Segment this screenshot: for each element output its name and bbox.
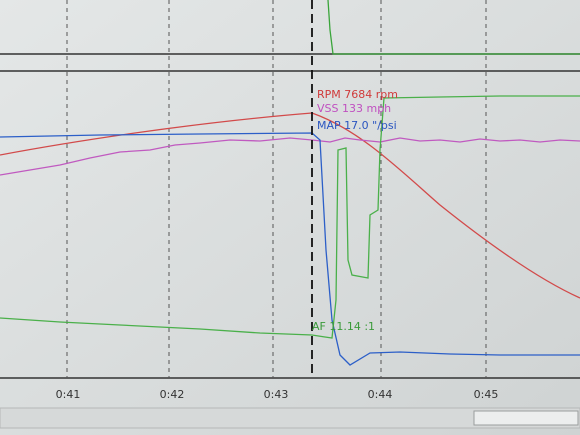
rpm-trace bbox=[0, 112, 580, 299]
time-tick-label: 0:42 bbox=[160, 388, 185, 401]
vss-trace bbox=[0, 137, 580, 176]
map-readout: MAP 17.0 "/psi bbox=[317, 119, 397, 132]
time-tick-label: 0:41 bbox=[56, 388, 81, 401]
time-tick-label: 0:44 bbox=[368, 388, 393, 401]
scroll-thumb[interactable] bbox=[473, 410, 579, 426]
time-tick-label: 0:45 bbox=[474, 388, 499, 401]
af-trace-top bbox=[327, 0, 580, 55]
vss-readout: VSS 133 mph bbox=[317, 102, 391, 115]
rpm-readout: RPM 7684 rpm bbox=[317, 88, 398, 101]
scrollbar[interactable] bbox=[0, 407, 580, 429]
time-tick-label: 0:43 bbox=[264, 388, 289, 401]
map-trace bbox=[0, 132, 580, 366]
af-readout: AF 11.14 :1 bbox=[312, 320, 375, 333]
af-trace bbox=[0, 95, 580, 339]
grid bbox=[66, 0, 487, 378]
